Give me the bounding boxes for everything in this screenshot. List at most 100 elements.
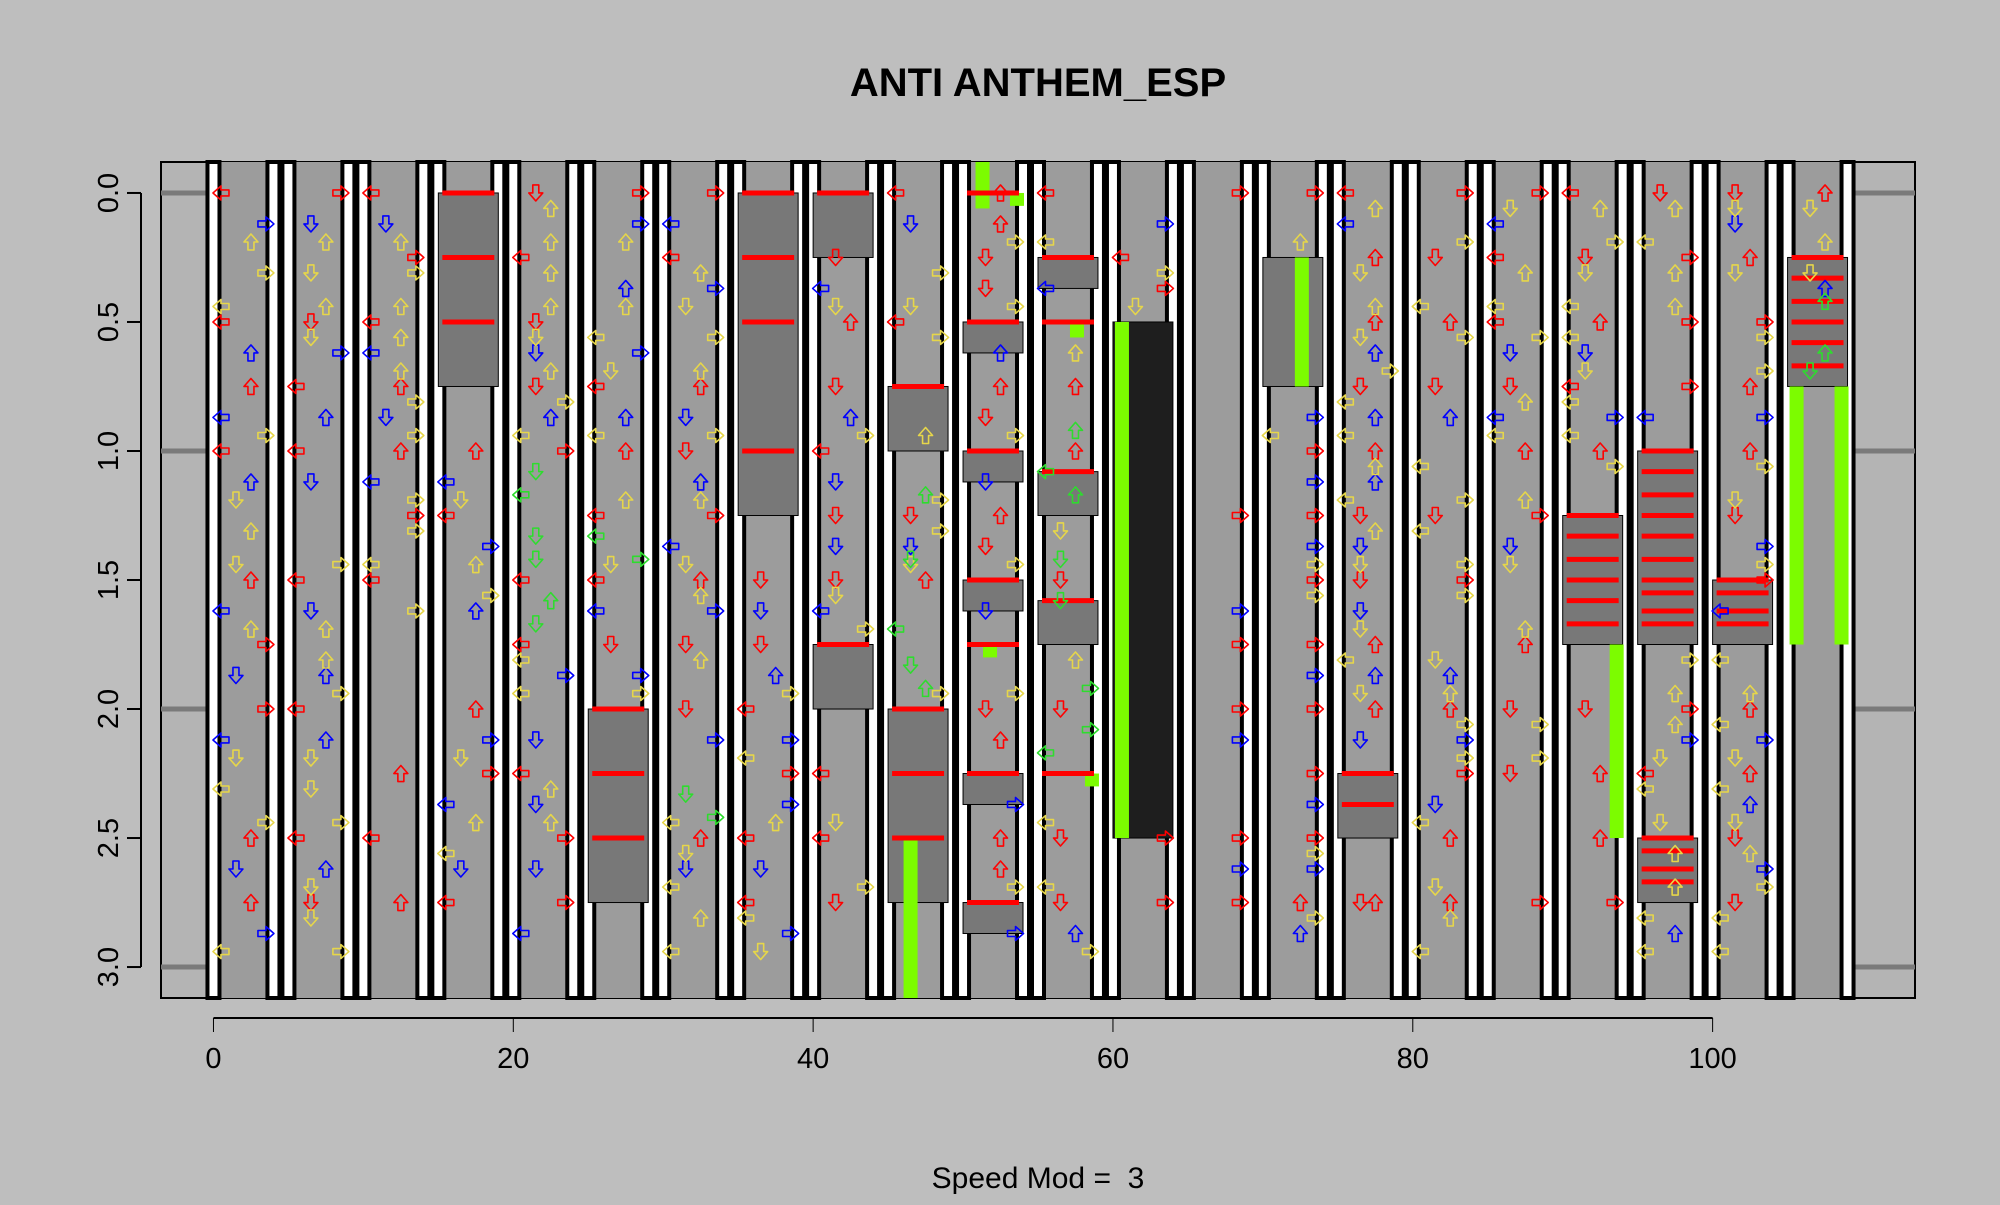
note-arrow-shape bbox=[527, 550, 544, 569]
note-arrow bbox=[393, 442, 409, 460]
note-arrow bbox=[1306, 636, 1325, 653]
note-arrow-shape bbox=[677, 635, 694, 654]
note-arrow bbox=[1006, 685, 1025, 702]
note-arrow bbox=[1681, 652, 1699, 668]
note-arrow-shape bbox=[1336, 216, 1355, 232]
note-arrow-shape bbox=[917, 571, 934, 589]
note-arrow-shape bbox=[1606, 409, 1624, 426]
note-arrow bbox=[212, 298, 230, 315]
note-arrow-shape bbox=[1036, 463, 1055, 480]
note-arrow bbox=[767, 666, 784, 685]
note-arrow bbox=[1336, 652, 1355, 668]
note-arrow bbox=[1817, 233, 1833, 251]
note-arrow bbox=[318, 731, 334, 749]
axes-layer: 0 20 40 60 80 100 0.0 0.5 1.0 1.5 2.0 2.5 3.0 bbox=[93, 173, 1737, 1075]
note-arrow bbox=[827, 506, 844, 525]
note-arrow bbox=[902, 656, 919, 674]
note-arrow-shape bbox=[1652, 184, 1668, 202]
note-arrow bbox=[303, 909, 319, 927]
note-arrow-shape bbox=[992, 215, 1009, 233]
note-arrow-shape bbox=[1442, 313, 1459, 331]
note-arrow-shape bbox=[736, 701, 755, 717]
note-arrow-shape bbox=[468, 555, 484, 574]
note-arrow bbox=[1231, 732, 1250, 748]
freeze-bar bbox=[903, 838, 918, 998]
note-arrow-shape bbox=[586, 572, 605, 588]
note-arrow bbox=[556, 894, 575, 911]
note-arrow bbox=[542, 813, 559, 832]
note-arrow-shape bbox=[677, 297, 694, 316]
note-arrow-shape bbox=[1561, 298, 1579, 315]
note-arrow-shape bbox=[617, 442, 634, 460]
note-arrow-shape bbox=[1381, 363, 1400, 379]
note-arrow-shape bbox=[212, 781, 230, 797]
note-arrow bbox=[1456, 556, 1475, 573]
note-arrow bbox=[706, 507, 725, 524]
note-arrow-shape bbox=[332, 685, 350, 702]
note-arrow-shape bbox=[902, 656, 919, 674]
stop-block bbox=[887, 385, 949, 452]
note-arrow bbox=[1561, 378, 1579, 395]
note-arrow-shape bbox=[917, 679, 934, 698]
note-arrow bbox=[1156, 280, 1175, 297]
note-arrow bbox=[1486, 409, 1505, 426]
note-arrow bbox=[692, 491, 709, 509]
note-arrow-shape bbox=[1006, 685, 1025, 702]
note-arrow-shape bbox=[1486, 216, 1505, 232]
note-arrow-shape bbox=[1592, 829, 1608, 847]
note-arrow bbox=[677, 408, 694, 427]
note-arrow bbox=[1577, 248, 1593, 267]
note-arrow-shape bbox=[1306, 443, 1325, 459]
note-arrow bbox=[1306, 185, 1325, 201]
note-arrow bbox=[736, 750, 755, 766]
note-arrow-shape bbox=[243, 522, 259, 540]
note-arrow bbox=[1561, 185, 1579, 201]
note-arrow-shape bbox=[1336, 394, 1355, 410]
note-arrow bbox=[1427, 506, 1444, 525]
note-arrow bbox=[453, 749, 469, 767]
note-arrow-shape bbox=[1727, 893, 1743, 912]
column-edge bbox=[205, 160, 222, 1000]
note-arrow-shape bbox=[257, 216, 275, 232]
note-arrow bbox=[677, 442, 694, 460]
note-arrow bbox=[362, 474, 380, 490]
note-arrow-shape bbox=[1427, 377, 1444, 396]
x-tick-label: 40 bbox=[797, 1043, 829, 1075]
note-arrow-shape bbox=[1742, 684, 1758, 703]
note-arrow-shape bbox=[811, 765, 830, 782]
note-arrow bbox=[1052, 522, 1069, 540]
note-arrow bbox=[468, 555, 484, 574]
note-arrow bbox=[511, 427, 530, 444]
note-arrow bbox=[1367, 666, 1384, 685]
note-arrow-shape bbox=[586, 507, 605, 524]
note-arrow bbox=[1561, 329, 1579, 346]
note-arrow bbox=[1352, 555, 1369, 574]
note-arrow-shape bbox=[706, 507, 725, 524]
note-arrow-shape bbox=[1411, 523, 1430, 539]
note-arrow-shape bbox=[1681, 378, 1699, 395]
note-arrow bbox=[1486, 427, 1505, 444]
column-edge bbox=[655, 160, 672, 1000]
note-arrow bbox=[1306, 796, 1325, 813]
note-arrow-shape bbox=[1336, 492, 1355, 508]
note-arrow-shape bbox=[332, 943, 350, 960]
note-arrow-shape bbox=[393, 764, 409, 783]
note-arrow-shape bbox=[1231, 507, 1250, 524]
note-arrow-shape bbox=[243, 473, 259, 491]
note-arrow-shape bbox=[827, 473, 844, 491]
stop-block bbox=[1037, 600, 1099, 646]
note-arrow-shape bbox=[1517, 635, 1534, 654]
note-arrow bbox=[1052, 571, 1069, 589]
note-arrow-shape bbox=[407, 507, 425, 524]
note-arrow-shape bbox=[1561, 185, 1579, 201]
note-arrow-shape bbox=[781, 796, 800, 813]
note-arrow bbox=[1067, 344, 1084, 362]
note-arrow bbox=[1306, 443, 1325, 459]
note-arrow bbox=[1502, 700, 1519, 718]
note-arrow-shape bbox=[692, 829, 709, 847]
note-arrow-shape bbox=[1367, 408, 1384, 427]
note-arrow bbox=[617, 442, 634, 460]
note-arrow bbox=[617, 408, 634, 427]
note-arrow bbox=[1306, 587, 1325, 604]
note-arrow bbox=[1606, 458, 1624, 475]
